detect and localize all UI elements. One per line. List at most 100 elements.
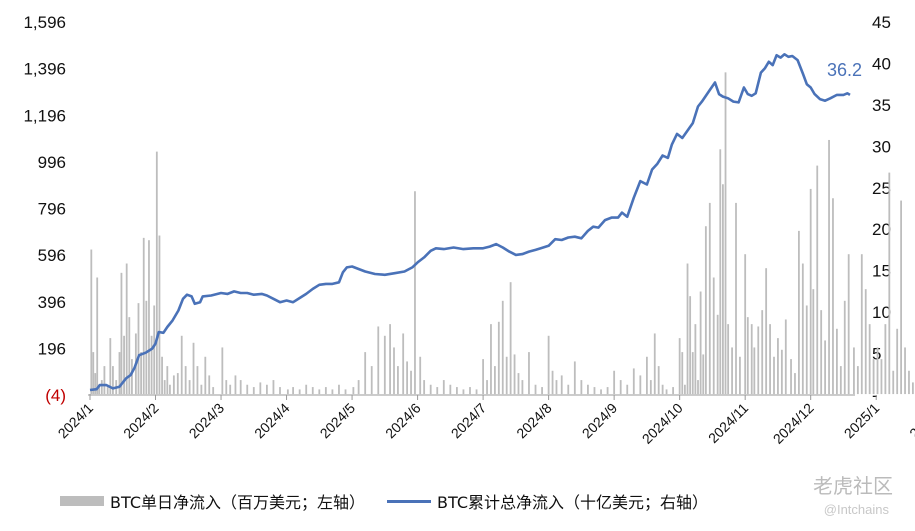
x-tick-label: 2024/5 (317, 400, 359, 442)
right-tick-label: 45 (872, 13, 891, 32)
daily-flow-bar (155, 151, 158, 395)
left-tick-label: 1,596 (23, 13, 66, 32)
daily-flow-bar (212, 387, 215, 395)
daily-flow-bar (393, 347, 395, 395)
daily-flow-bar (482, 359, 485, 395)
x-tick-label: 2025/2 (906, 400, 915, 442)
daily-flow-bar (708, 202, 711, 395)
daily-flow-bar (140, 352, 143, 395)
daily-flow-bar (497, 321, 500, 395)
daily-flow-bar (184, 366, 187, 395)
daily-flow-bar (794, 373, 796, 395)
daily-flow-bar (383, 335, 386, 395)
daily-flow-bar (364, 352, 367, 395)
daily-flow-bar (397, 366, 399, 395)
daily-flow-bar (626, 384, 629, 395)
daily-flow-bar (279, 387, 281, 395)
daily-flow-bar (672, 387, 675, 395)
left-tick-label: 796 (38, 200, 66, 219)
daily-flow-bar (442, 380, 445, 395)
daily-flow-bar (98, 384, 101, 395)
x-tick-label: 2024/3 (186, 400, 228, 442)
daily-flow-bar (812, 289, 815, 395)
daily-flow-bar (606, 387, 609, 395)
x-tick-label: 2024/6 (382, 400, 424, 442)
daily-flow-bar (145, 300, 148, 395)
daily-flow-bar (853, 347, 855, 395)
daily-flow-bar (657, 366, 660, 395)
daily-flow-bar (169, 384, 171, 395)
legend: BTC单日净流入（百万美元；左轴） BTC累计总净流入（十亿美元；右轴） (60, 488, 900, 514)
right-tick-label: 15 (872, 262, 891, 281)
daily-flow-bar (246, 384, 249, 395)
daily-flow-bar (429, 384, 432, 395)
right-tick-label: 25 (872, 179, 891, 198)
x-tick-label: 2024/7 (448, 400, 490, 442)
daily-flow-bar (259, 382, 262, 395)
daily-flow-bar (541, 387, 543, 395)
x-tick-label: 2024/8 (513, 400, 555, 442)
daily-flow-bar (649, 380, 652, 395)
daily-flow-bar (402, 333, 405, 395)
daily-flow-bar (509, 282, 512, 395)
x-tick-label: 2024/10 (639, 400, 686, 447)
daily-flow-bar (272, 380, 275, 395)
daily-flow-bar (744, 254, 747, 395)
daily-flow-bar (352, 387, 355, 395)
daily-flow-bar (163, 380, 166, 395)
daily-flow-bar (694, 324, 697, 395)
daily-flow-bar (699, 291, 702, 395)
daily-flow-bar (653, 333, 656, 395)
daily-flow-bar (96, 277, 99, 395)
left-tick-label: 1,196 (23, 106, 66, 125)
daily-flow-bar (112, 366, 114, 395)
daily-flow-bar (331, 389, 334, 395)
daily-flow-bar (686, 263, 689, 395)
daily-flow-bar (645, 356, 648, 395)
left-tick-label: 996 (38, 153, 66, 172)
daily-flow-bar (513, 354, 516, 395)
daily-flow-bar (712, 277, 715, 395)
daily-flow-bar (196, 366, 199, 395)
daily-flow-bar (773, 356, 775, 395)
daily-flow-bar (613, 370, 616, 395)
daily-flow-bar (832, 198, 834, 395)
daily-flow-bar (103, 366, 106, 395)
daily-flow-bar (148, 240, 150, 395)
daily-flow-bar (746, 317, 749, 395)
legend-label-line: BTC累计总净流入（十亿美元；右轴） (437, 493, 708, 512)
daily-flow-bar (298, 389, 301, 395)
daily-flow-bar (784, 319, 787, 395)
x-tick-label: 2025/1 (841, 400, 883, 442)
legend-swatch-bars (60, 496, 104, 506)
daily-flow-bar (176, 373, 179, 395)
daily-flow-bar (689, 296, 692, 395)
legend-swatch-line (387, 499, 431, 503)
daily-flow-bar (414, 191, 416, 395)
daily-flow-bar (824, 340, 827, 395)
daily-flow-bar (839, 366, 842, 395)
x-axis-ticks: 2024/1 2024/2 2024/3 2024/4 2024/5 2024/6 2024… (55, 395, 915, 447)
daily-flow-bar (158, 235, 161, 395)
daily-flow-bar (900, 200, 903, 395)
daily-flow-bar (166, 366, 169, 395)
daily-flow-bar (128, 317, 131, 395)
daily-flow-bar (697, 380, 699, 395)
daily-flow-bar (462, 389, 465, 395)
daily-flow-bar (89, 394, 91, 395)
x-tick-label: 2024/4 (251, 400, 293, 442)
x-tick-label: 2024/12 (770, 400, 817, 447)
daily-flow-bar (505, 356, 508, 395)
right-tick-label: - (872, 386, 878, 405)
daily-flow-bar (567, 384, 570, 395)
daily-flow-bar (765, 268, 768, 395)
left-tick-label: 596 (38, 246, 66, 265)
daily-flow-bar (716, 314, 719, 395)
daily-flow-bar (239, 380, 242, 395)
daily-flow-bar (229, 384, 232, 395)
daily-flow-bar (580, 380, 583, 395)
daily-flow-bar (286, 389, 289, 395)
daily-flow-bar (221, 347, 224, 395)
daily-flow-bar (338, 384, 340, 395)
daily-flow-bar (120, 272, 123, 395)
